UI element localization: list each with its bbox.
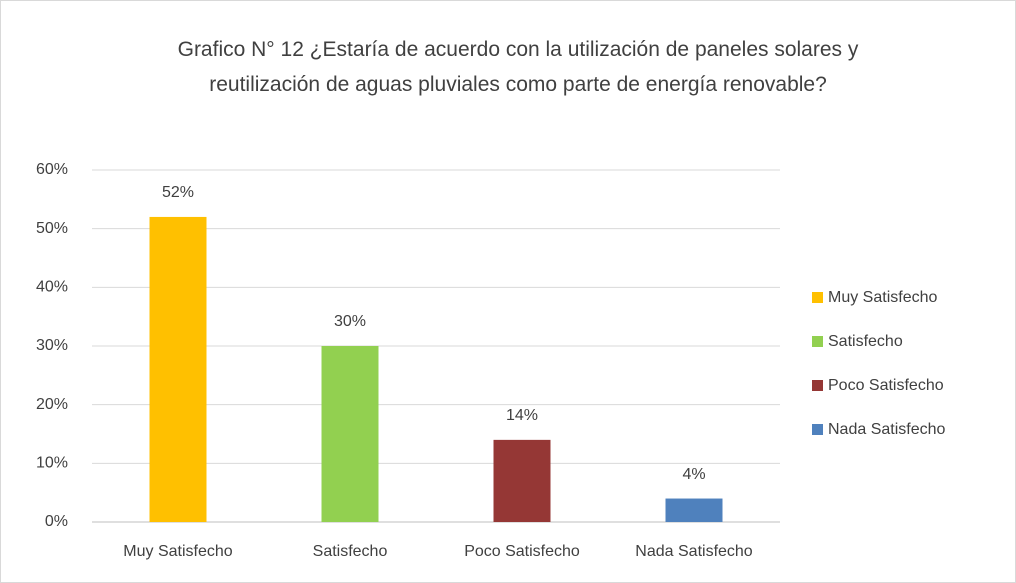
x-tick-label: Satisfecho xyxy=(313,543,388,560)
y-tick-label: 60% xyxy=(36,161,68,178)
bar xyxy=(149,216,207,522)
y-tick-label: 0% xyxy=(45,513,68,530)
x-tick-label: Nada Satisfecho xyxy=(635,543,753,560)
legend-label: Satisfecho xyxy=(828,333,903,350)
data-label: 4% xyxy=(682,466,705,483)
legend-label: Muy Satisfecho xyxy=(828,289,937,306)
legend-label: Nada Satisfecho xyxy=(828,421,946,438)
legend-swatch xyxy=(812,292,823,303)
y-tick-label: 10% xyxy=(36,455,68,472)
x-tick-label: Poco Satisfecho xyxy=(464,543,580,560)
data-label: 14% xyxy=(506,407,538,424)
bar xyxy=(493,439,551,522)
y-tick-label: 20% xyxy=(36,396,68,413)
legend-swatch xyxy=(812,424,823,435)
bar xyxy=(665,498,723,522)
y-tick-label: 30% xyxy=(36,337,68,354)
y-tick-label: 50% xyxy=(36,220,68,237)
data-label: 30% xyxy=(334,313,366,330)
legend-swatch xyxy=(812,380,823,391)
data-label: 52% xyxy=(162,184,194,201)
x-tick-label: Muy Satisfecho xyxy=(123,543,232,560)
legend-swatch xyxy=(812,336,823,347)
y-tick-label: 40% xyxy=(36,279,68,296)
legend-label: Poco Satisfecho xyxy=(828,377,944,394)
chart-title: Grafico N° 12 ¿Estaría de acuerdo con la… xyxy=(177,38,859,96)
bar xyxy=(321,346,379,522)
